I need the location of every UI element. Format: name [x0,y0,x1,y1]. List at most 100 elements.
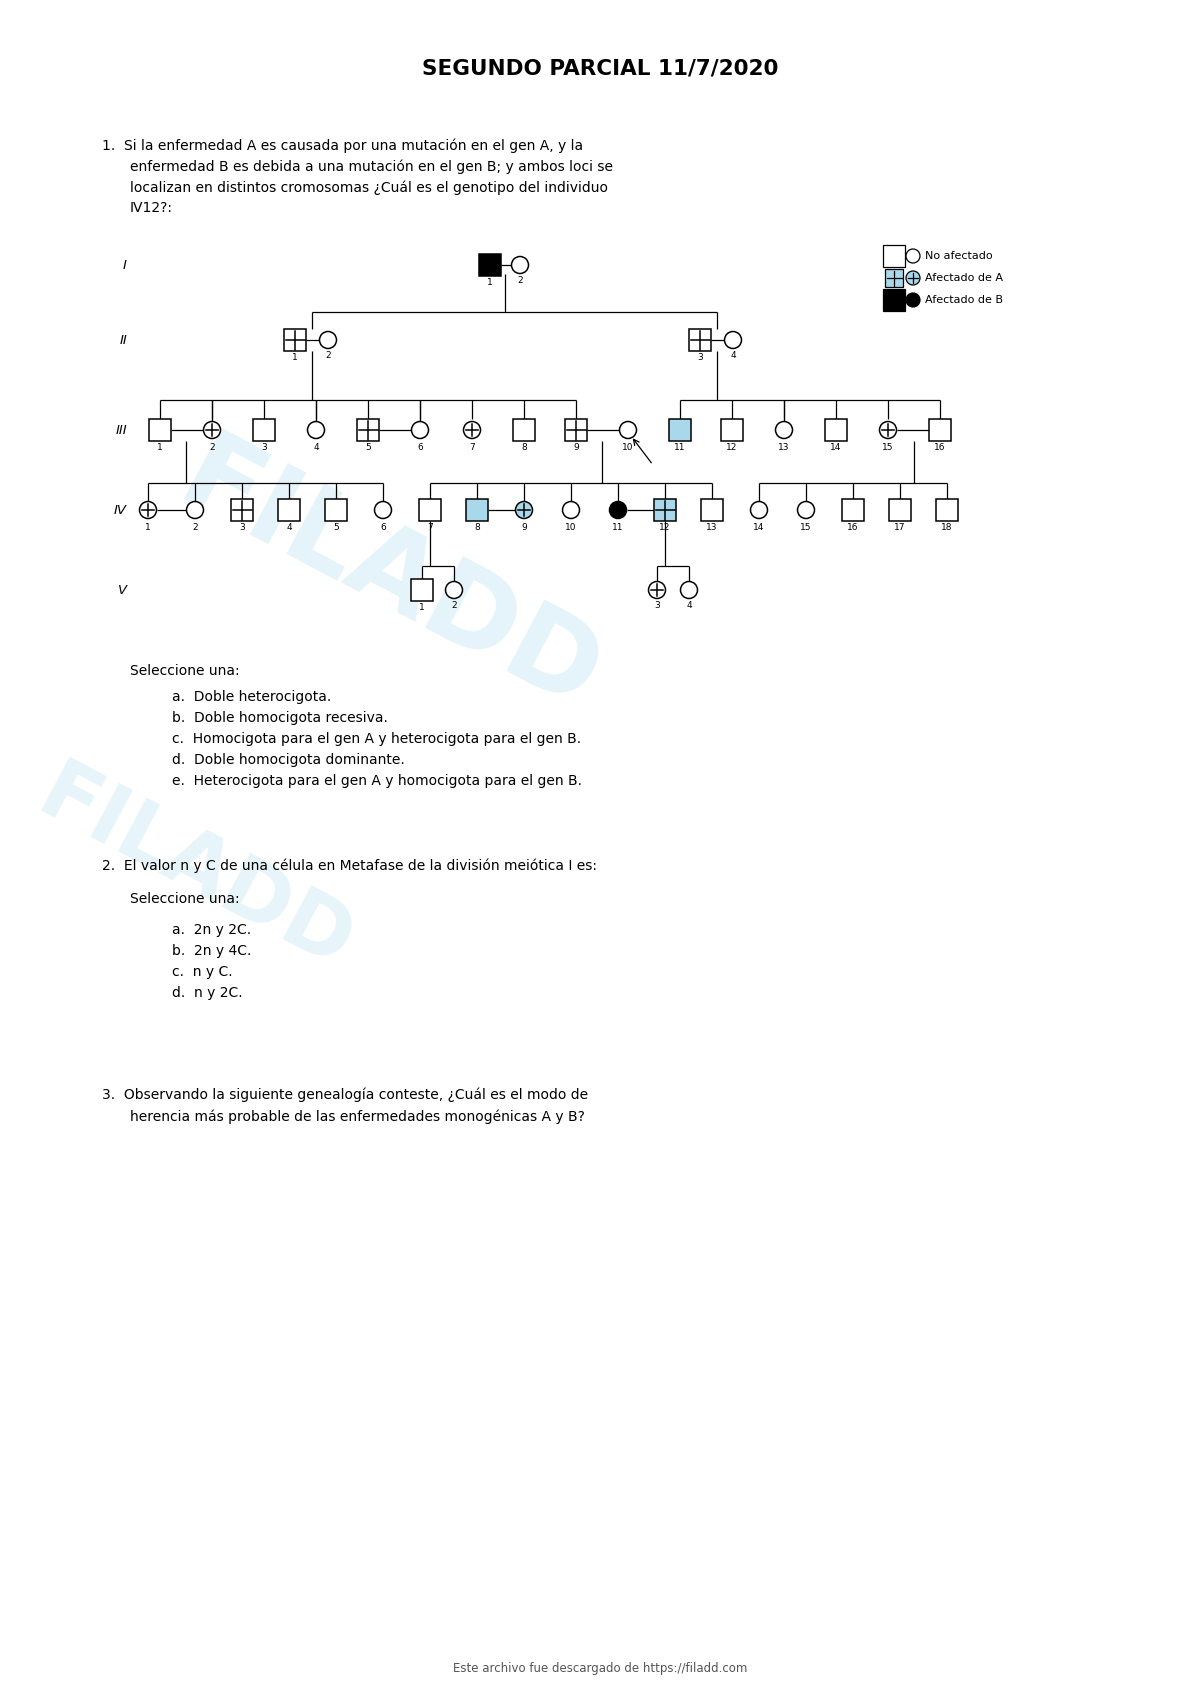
Bar [689,329,710,351]
Text: enfermedad B es debida a una mutación en el gen B; y ambos loci se: enfermedad B es debida a una mutación en… [130,160,613,173]
Text: 2.  El valor n y C de una célula en Metafase de la división meiótica I es:: 2. El valor n y C de una célula en Metaf… [102,857,598,873]
Text: 5: 5 [365,443,371,452]
Text: c.  n y C.: c. n y C. [172,964,233,980]
Circle shape [412,421,428,438]
Bar [721,419,743,441]
Text: d.  n y 2C.: d. n y 2C. [172,987,242,1000]
Bar [889,499,911,521]
Text: 11: 11 [612,523,624,531]
Text: 3: 3 [697,353,703,362]
Text: 4: 4 [286,523,292,531]
Text: e.  Heterocigota para el gen A y homocigota para el gen B.: e. Heterocigota para el gen A y homocigo… [172,774,582,788]
Text: V: V [118,584,127,596]
Text: 6: 6 [380,523,386,531]
Bar [701,499,722,521]
Circle shape [463,421,480,438]
Text: 14: 14 [754,523,764,531]
Bar [883,245,905,267]
Text: 9: 9 [521,523,527,531]
Bar [278,499,300,521]
Bar [883,289,905,311]
Text: localizan en distintos cromosomas ¿Cuál es el genotipo del individuo: localizan en distintos cromosomas ¿Cuál … [130,180,608,195]
Text: Afectado de A: Afectado de A [925,273,1003,284]
Text: 13: 13 [707,523,718,531]
Bar [419,499,442,521]
Circle shape [750,501,768,518]
Text: c.  Homocigota para el gen A y heterocigota para el gen B.: c. Homocigota para el gen A y heterocigo… [172,732,581,745]
Bar [149,419,172,441]
Text: 6: 6 [418,443,422,452]
Text: 2: 2 [192,523,198,531]
Text: 1.  Si la enfermedad A es causada por una mutación en el gen A, y la: 1. Si la enfermedad A es causada por una… [102,138,583,153]
Text: 2: 2 [325,350,331,360]
Bar [565,419,587,441]
Bar [654,499,676,521]
Text: 4: 4 [686,601,692,610]
Text: 1: 1 [157,443,163,452]
Text: FILADD: FILADD [24,754,366,987]
Text: 15: 15 [882,443,894,452]
Text: herencia más probable de las enfermedades monogénicas A y B?: herencia más probable de las enfermedade… [130,1109,584,1124]
Circle shape [906,250,920,263]
Bar [284,329,306,351]
Text: 15: 15 [800,523,811,531]
Circle shape [619,421,636,438]
Bar [886,268,904,287]
Text: Seleccione una:: Seleccione una: [130,891,240,907]
Circle shape [775,421,792,438]
Text: 13: 13 [779,443,790,452]
Circle shape [204,421,221,438]
Circle shape [680,581,697,598]
Text: 16: 16 [847,523,859,531]
Text: FILADD: FILADD [162,424,618,735]
Text: 11: 11 [674,443,685,452]
Circle shape [319,331,336,348]
Circle shape [374,501,391,518]
Text: No afectado: No afectado [925,251,992,261]
Bar [479,255,502,277]
Text: 12: 12 [726,443,738,452]
Text: 7: 7 [427,523,433,531]
Bar [936,499,958,521]
Bar [826,419,847,441]
Text: SEGUNDO PARCIAL 11/7/2020: SEGUNDO PARCIAL 11/7/2020 [422,58,778,78]
Text: 18: 18 [941,523,953,531]
Bar [466,499,488,521]
Text: 7: 7 [469,443,475,452]
Bar [929,419,952,441]
Circle shape [725,331,742,348]
Bar [410,579,433,601]
Text: 17: 17 [894,523,906,531]
Text: 1: 1 [419,603,425,611]
Text: 3: 3 [654,601,660,610]
Text: 1: 1 [487,278,493,287]
Bar [670,419,691,441]
Circle shape [445,581,462,598]
Text: 4: 4 [730,350,736,360]
Text: 9: 9 [574,443,578,452]
Text: a.  Doble heterocigota.: a. Doble heterocigota. [172,689,331,705]
Circle shape [906,294,920,307]
Text: IV: IV [114,504,127,516]
Text: d.  Doble homocigota dominante.: d. Doble homocigota dominante. [172,752,404,767]
Text: 2: 2 [517,275,523,285]
Text: 1: 1 [145,523,151,531]
Text: 10: 10 [623,443,634,452]
Text: b.  Doble homocigota recesiva.: b. Doble homocigota recesiva. [172,711,388,725]
Text: 12: 12 [659,523,671,531]
Text: Este archivo fue descargado de https://filadd.com: Este archivo fue descargado de https://f… [452,1662,748,1674]
Text: Afectado de B: Afectado de B [925,295,1003,306]
Text: Seleccione una:: Seleccione una: [130,664,240,678]
Circle shape [511,256,528,273]
Circle shape [139,501,156,518]
Text: 1: 1 [292,353,298,362]
Circle shape [798,501,815,518]
Bar [230,499,253,521]
Text: II: II [119,333,127,346]
Text: III: III [115,423,127,436]
Text: 3.  Observando la siguiente genealogía conteste, ¿Cuál es el modo de: 3. Observando la siguiente genealogía co… [102,1088,588,1102]
Text: b.  2n y 4C.: b. 2n y 4C. [172,944,251,958]
Circle shape [307,421,324,438]
Text: a.  2n y 2C.: a. 2n y 2C. [172,924,251,937]
Bar [325,499,347,521]
